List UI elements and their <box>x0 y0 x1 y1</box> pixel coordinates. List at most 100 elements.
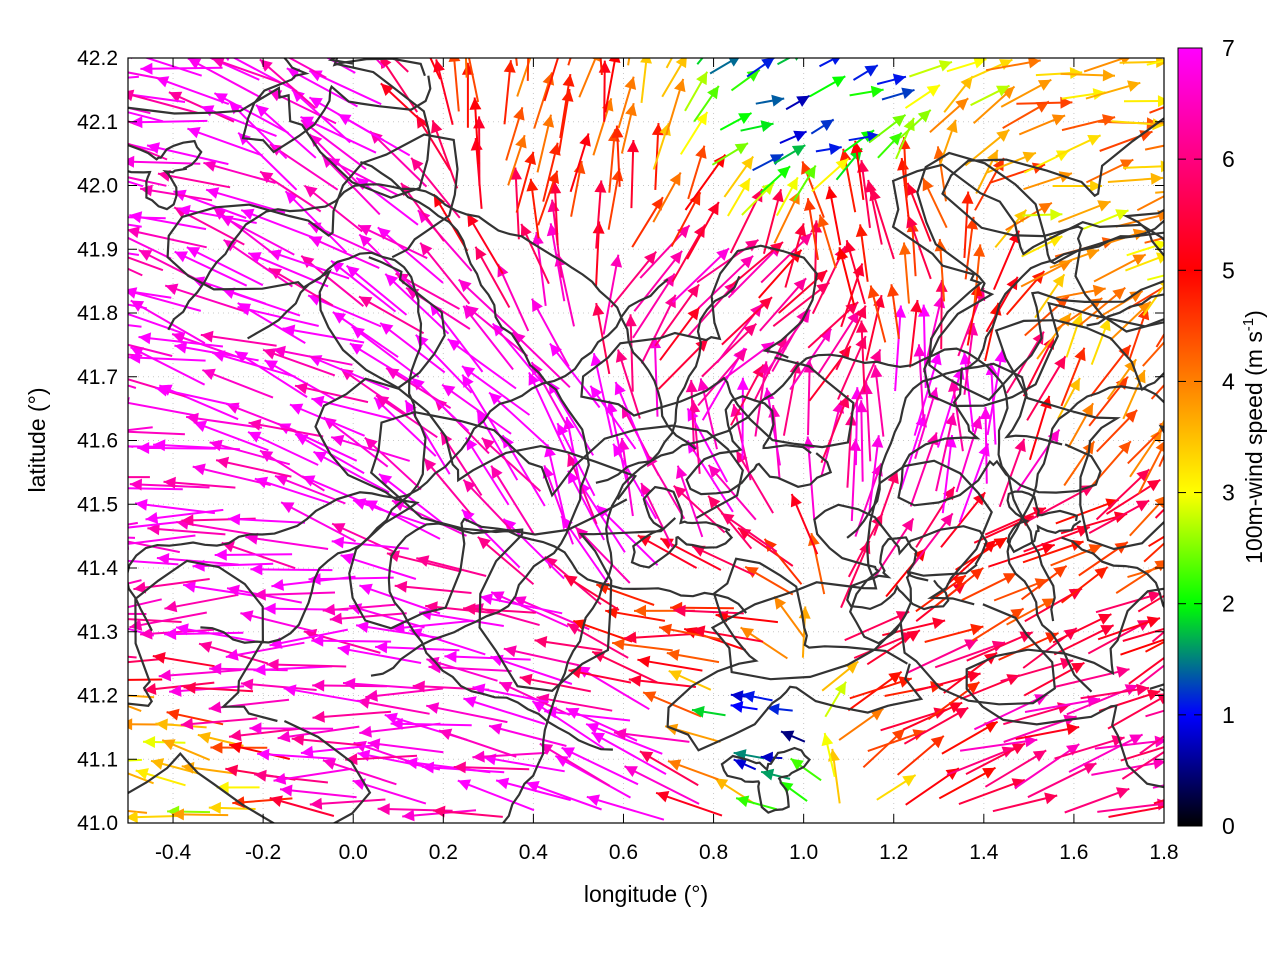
wind-vector <box>200 333 277 347</box>
wind-vector <box>1148 535 1164 548</box>
wind-vector-head <box>200 330 214 343</box>
wind-vector <box>219 214 295 256</box>
wind-vector <box>364 499 441 540</box>
wind-vector <box>146 144 229 166</box>
terrain-contour <box>128 559 372 823</box>
wind-vector-head <box>138 332 152 345</box>
wind-vector <box>247 431 319 466</box>
wind-vector-head <box>214 548 227 561</box>
wind-vector-head <box>586 722 600 734</box>
wind-vector-head <box>1156 252 1164 264</box>
wind-vector <box>128 487 183 491</box>
wind-vector-head <box>337 644 351 656</box>
wind-vector-head <box>1146 479 1161 492</box>
wind-vector <box>698 255 754 309</box>
wind-vector <box>395 272 460 310</box>
wind-vector-head <box>1115 209 1129 221</box>
wind-vector <box>453 766 530 771</box>
wind-vector-head <box>351 326 365 339</box>
wind-vector <box>1027 762 1097 799</box>
wind-vectors <box>128 58 1164 823</box>
wind-vector-head <box>286 68 301 80</box>
wind-vector-head <box>793 278 807 292</box>
wind-vector <box>367 741 444 754</box>
wind-vector <box>546 444 567 522</box>
wind-vector <box>816 310 860 376</box>
wind-vector-head <box>820 119 834 131</box>
wind-vector <box>225 402 297 432</box>
wind-vector <box>289 403 365 437</box>
wind-vector <box>525 781 602 811</box>
wind-vector <box>358 295 425 335</box>
wind-vector <box>501 434 546 507</box>
wind-vector <box>1139 664 1164 685</box>
wind-vector <box>192 465 272 487</box>
wind-vector-head <box>216 781 229 794</box>
wind-vector <box>602 254 620 335</box>
wind-vector-head <box>887 470 899 485</box>
wind-vector-head <box>627 140 639 153</box>
wind-vector <box>935 412 955 492</box>
wind-vector-head <box>503 645 517 658</box>
wind-vector-head <box>1100 625 1114 636</box>
x-tick-label: 0.4 <box>519 841 549 864</box>
wind-vector-head <box>930 735 944 749</box>
wind-vector-head <box>311 395 325 408</box>
wind-vector <box>228 727 305 738</box>
wind-vector-head <box>171 808 184 821</box>
wind-vector <box>696 58 704 65</box>
wind-vector <box>735 450 774 514</box>
wind-vector <box>479 595 563 615</box>
y-tick-label: 41.9 <box>77 238 118 261</box>
wind-vector <box>177 207 257 224</box>
wind-vector <box>614 381 651 463</box>
wind-vector <box>257 752 335 760</box>
wind-vector-head <box>145 512 159 524</box>
wind-vector-head <box>656 791 670 803</box>
wind-vector <box>128 160 201 165</box>
wind-vector <box>164 631 244 636</box>
wind-vector-head <box>864 179 877 193</box>
wind-vector-head <box>1087 135 1101 146</box>
wind-vector-head <box>208 701 222 714</box>
wind-vector-head <box>162 739 176 751</box>
wind-vector <box>331 522 399 555</box>
wind-vector <box>461 365 531 416</box>
wind-vector <box>531 700 605 750</box>
x-tick-label: 0.8 <box>699 841 728 864</box>
wind-vector <box>1026 355 1067 421</box>
wind-vector <box>624 765 700 805</box>
wind-vector-head <box>780 781 794 794</box>
wind-vector <box>130 119 208 124</box>
wind-vector-head <box>1152 757 1164 770</box>
wind-vector <box>348 604 425 629</box>
wind-vector <box>1142 340 1164 367</box>
wind-vector-head <box>867 285 880 299</box>
wind-vector <box>1127 285 1164 310</box>
wind-vector-head <box>738 178 750 192</box>
wind-vector <box>959 738 1038 752</box>
wind-vector <box>128 627 155 637</box>
wind-vector <box>753 335 788 402</box>
wind-vector <box>264 359 337 402</box>
wind-vector <box>490 465 535 536</box>
wind-vector <box>128 142 156 152</box>
wind-vector-head <box>417 210 431 224</box>
wind-vector-head <box>269 795 283 807</box>
wind-vector-head <box>424 458 437 472</box>
wind-vector-head <box>304 185 318 198</box>
wind-vector-head <box>467 213 479 228</box>
wind-vector-head <box>973 58 987 69</box>
wind-vector-head <box>349 343 364 355</box>
wind-vector-head <box>133 581 147 594</box>
wind-vector-head <box>187 127 201 139</box>
colorbar-tick-label: 1 <box>1222 702 1235 728</box>
wind-vector-head <box>1083 763 1097 774</box>
wind-vector <box>516 58 532 97</box>
wind-vector <box>1068 733 1144 773</box>
wind-vector-head <box>300 745 314 758</box>
terrain-contour <box>1006 385 1164 693</box>
terrain-contour <box>897 362 1102 507</box>
wind-vector-head <box>798 233 812 246</box>
wind-vector-head <box>733 759 748 770</box>
